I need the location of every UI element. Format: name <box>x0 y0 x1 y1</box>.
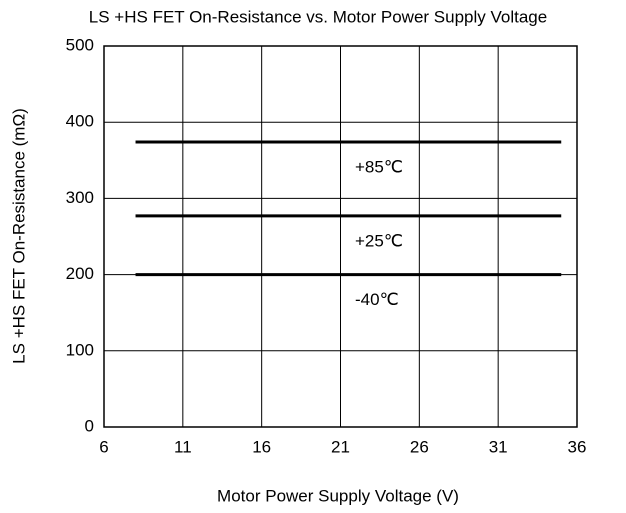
y-tick-label: 200 <box>66 264 94 283</box>
x-tick-label: 21 <box>331 437 350 456</box>
y-tick-label: 500 <box>66 35 94 54</box>
x-tick-label: 31 <box>489 437 508 456</box>
y-tick-label: 100 <box>66 340 94 359</box>
series-label: -40℃ <box>355 290 399 309</box>
y-axis-label: LS +HS FET On-Resistance (mΩ) <box>9 108 28 364</box>
x-tick-label: 36 <box>568 437 587 456</box>
y-tick-label: 300 <box>66 188 94 207</box>
y-tick-label: 400 <box>66 112 94 131</box>
x-tick-label: 11 <box>174 437 192 456</box>
x-tick-label: 6 <box>99 437 108 456</box>
x-axis-label: Motor Power Supply Voltage (V) <box>217 486 459 505</box>
x-tick-label: 16 <box>252 437 271 456</box>
series-label: +85℃ <box>355 157 403 176</box>
plot-frame <box>103 45 578 428</box>
x-tick-label: 26 <box>410 437 429 456</box>
y-tick-label: 0 <box>85 416 94 435</box>
chart-title: LS +HS FET On-Resistance vs. Motor Power… <box>89 7 547 26</box>
series-label: +25℃ <box>355 231 403 250</box>
